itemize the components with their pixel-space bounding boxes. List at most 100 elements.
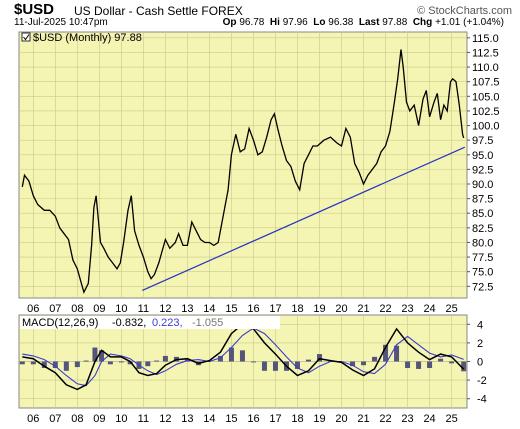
price-y-tick-label: 77.5	[472, 252, 493, 264]
macd-y-tick-label: 2	[477, 338, 483, 350]
high-label: Hi	[269, 17, 280, 28]
price-legend-label: $USD (Monthly) 97.88	[33, 32, 142, 44]
macd-x-tick-label: 21	[357, 413, 369, 425]
price-x-tick-label: 21	[357, 303, 369, 315]
macd-histogram-bar	[461, 361, 467, 372]
macd-histogram-bar	[30, 361, 36, 365]
price-y-tick-label: 102.5	[472, 106, 500, 118]
price-plot-area	[18, 31, 468, 299]
macd-x-tick-label: 19	[313, 413, 325, 425]
price-chart: 72.5 75.0 77.5 80.0 82.5 85.0 87.5 90.0 92.5 95.0…	[18, 31, 500, 315]
macd-x-tick-label: 18	[291, 413, 303, 425]
macd-histogram-bar	[41, 361, 47, 369]
price-y-tick-label: 107.5	[472, 77, 500, 89]
price-y-tick-label: 105.0	[472, 91, 500, 103]
macd-histogram-bar	[250, 361, 256, 363]
price-x-tick-label: 10	[115, 303, 127, 315]
price-y-tick-label: 80.0	[472, 237, 493, 249]
macd-histogram-bar	[372, 356, 378, 362]
macd-x-tick-label: 17	[269, 413, 281, 425]
datetime-label: 11-Jul-2025 10:47pm	[14, 17, 108, 28]
macd-histogram-bar	[92, 347, 98, 362]
price-series-line	[21, 49, 465, 294]
price-y-tick-label: 97.5	[472, 135, 493, 147]
price-y-tick-label: 75.0	[472, 267, 493, 279]
macd-legend-bg	[20, 316, 280, 329]
macd-line	[22, 323, 465, 391]
last-value: 97.88	[382, 17, 408, 28]
macd-histogram-bar	[317, 354, 323, 362]
macd-signal-line	[22, 327, 464, 387]
price-y-tick-label: 90.0	[472, 179, 493, 191]
macd-chart: 420-2-406 07 08 09 10 11 12 13 14 15 16 17 18 19 20 21 2…	[18, 314, 487, 425]
instrument-name-text: US Dollar - Cash Settle	[74, 4, 199, 18]
price-x-tick-label: 18	[291, 303, 303, 315]
macd-histogram-bar	[162, 355, 168, 362]
macd-legend-value: -0.832,	[112, 317, 146, 329]
price-legend: $USD (Monthly) 97.88	[21, 32, 142, 44]
macd-x-tick-label: 07	[49, 413, 61, 425]
price-x-tick-label: 23	[401, 303, 413, 315]
chart-header: $USD US Dollar - Cash Settle FOREX © Sto…	[0, 0, 520, 30]
macd-legend-title: MACD(12,26,9)	[22, 317, 98, 329]
symbol-label: $USD	[14, 1, 55, 18]
macd-x-tick-label: 16	[247, 413, 259, 425]
price-x-tick-label: 13	[181, 303, 193, 315]
macd-histogram-bar	[394, 345, 400, 362]
price-x-tick-label: 25	[445, 303, 457, 315]
price-x-tick-label: 20	[335, 303, 347, 315]
macd-histogram-bar	[449, 361, 455, 364]
quote-line: Op 96.78 Hi 97.96 Lo 96.38 Last 97.88 Ch…	[0, 17, 504, 28]
price-x-tick-label: 16	[247, 303, 259, 315]
macd-y-tick-label: -2	[477, 375, 487, 387]
macd-x-tick-label: 10	[115, 413, 127, 425]
macd-x-tick-label: 24	[423, 413, 435, 425]
macd-histogram-bar	[383, 344, 389, 362]
macd-histogram-bar	[83, 360, 89, 362]
macd-x-tick-label: 06	[27, 413, 39, 425]
macd-histogram-bar	[99, 350, 105, 362]
macd-histogram-bar	[107, 361, 113, 365]
macd-histogram-bar	[239, 350, 245, 362]
price-y-tick-label: 110.0	[472, 62, 499, 74]
macd-histogram-bar	[361, 361, 367, 366]
macd-x-tick-label: 20	[335, 413, 347, 425]
macd-histogram-bar	[127, 361, 133, 365]
macd-histogram-bar	[427, 361, 433, 369]
change-value: +1.01 (+1.04%)	[435, 17, 504, 28]
macd-x-tick-label: 15	[225, 413, 237, 425]
price-x-tick-label: 11	[138, 303, 149, 315]
watermark: © StockCharts.com	[417, 5, 512, 17]
legend-check-icon	[23, 34, 30, 41]
price-y-tick-label: 87.5	[472, 194, 493, 206]
macd-x-tick-label: 09	[93, 413, 105, 425]
macd-histogram-bar	[145, 361, 151, 367]
macd-histogram-bar	[52, 361, 58, 369]
macd-histogram-bar	[416, 361, 422, 369]
macd-y-tick-label: -4	[477, 394, 487, 406]
open-value: 96.78	[239, 17, 265, 28]
macd-histogram-bar	[305, 359, 311, 362]
low-value: 96.38	[328, 17, 354, 28]
macd-legend: MACD(12,26,9) -0.832, 0.223, -1.055	[20, 316, 280, 329]
macd-x-tick-label: 23	[401, 413, 413, 425]
macd-histogram-bar	[217, 355, 223, 362]
macd-x-tick-label: 22	[379, 413, 391, 425]
price-x-tick-label: 08	[71, 303, 83, 315]
high-value: 97.96	[282, 17, 308, 28]
price-y-tick-label: 72.5	[472, 281, 493, 293]
macd-histogram-bar	[74, 361, 80, 368]
macd-histogram-bar	[118, 361, 124, 363]
macd-y-tick-label: 4	[477, 319, 483, 331]
price-x-tick-label: 07	[49, 303, 61, 315]
macd-histogram-bar	[261, 361, 267, 371]
macd-x-tick-label: 12	[159, 413, 171, 425]
macd-histogram-bar	[19, 361, 25, 365]
price-y-tick-label: 100.0	[472, 121, 500, 133]
price-y-tick-label: 82.5	[472, 223, 493, 235]
macd-histogram-bar	[63, 361, 69, 371]
macd-x-tick-label: 08	[71, 413, 83, 425]
macd-histogram-bar	[154, 360, 160, 362]
macd-x-tick-label: 25	[445, 413, 457, 425]
price-y-tick-label: 115.0	[472, 33, 499, 45]
